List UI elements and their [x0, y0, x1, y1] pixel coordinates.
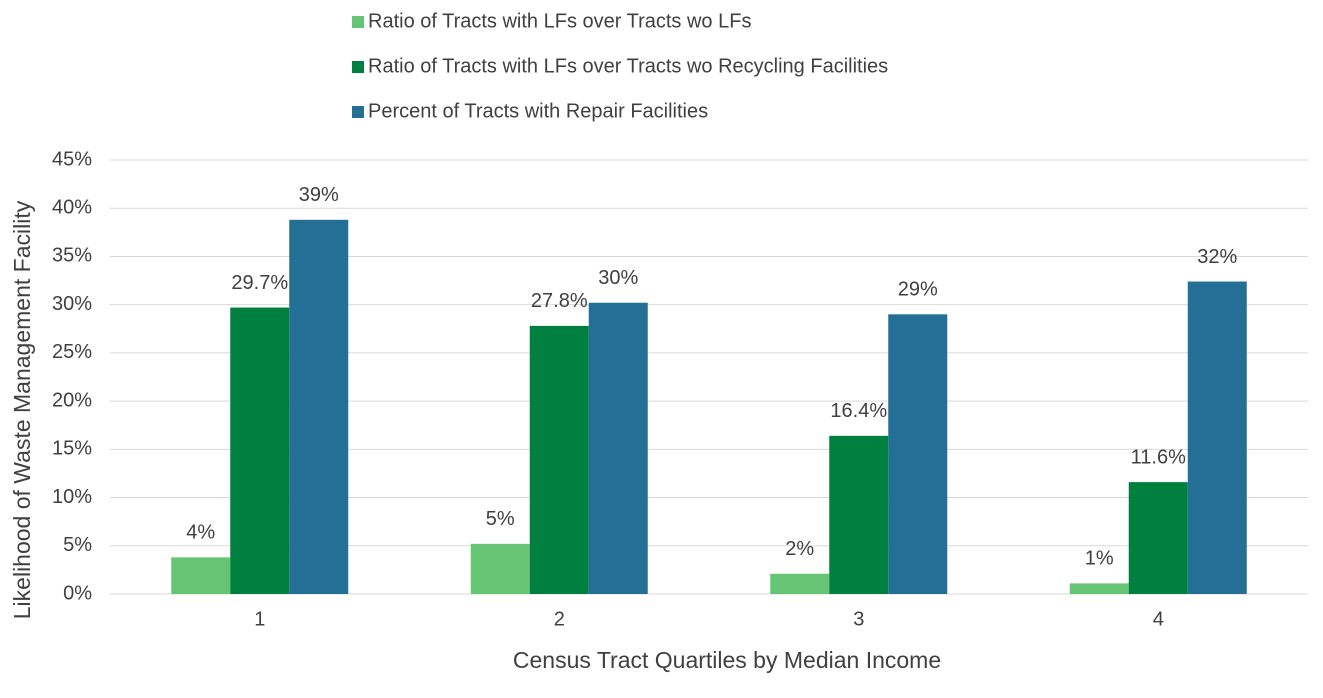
- x-tick-label: 3: [853, 608, 864, 630]
- x-axis-title: Census Tract Quartiles by Median Income: [513, 647, 941, 673]
- data-label: 39%: [299, 184, 339, 206]
- y-tick-label: 30%: [52, 293, 92, 315]
- data-label: 11.6%: [1131, 446, 1186, 468]
- data-label: 30%: [598, 267, 638, 289]
- legend-swatch: [352, 106, 364, 118]
- bar: [289, 219, 349, 594]
- data-label: 32%: [1197, 246, 1237, 268]
- y-tick-label: 0%: [63, 582, 92, 604]
- data-label: 1%: [1085, 548, 1114, 570]
- legend-swatch: [352, 61, 364, 73]
- bar: [529, 325, 589, 594]
- x-tick-label: 4: [1153, 608, 1164, 630]
- legend-label: Percent of Tracts with Repair Facilities: [368, 100, 708, 122]
- bar: [230, 307, 290, 594]
- bar: [829, 435, 889, 594]
- legend-swatch: [352, 16, 364, 28]
- data-label: 27.8%: [531, 290, 588, 312]
- bar: [1069, 583, 1129, 594]
- bar: [1128, 482, 1188, 594]
- legend-label: Ratio of Tracts with LFs over Tracts wo …: [368, 55, 888, 77]
- bar: [888, 314, 948, 594]
- data-label: 5%: [486, 508, 515, 530]
- bar: [588, 302, 648, 594]
- y-tick-label: 40%: [52, 197, 92, 219]
- x-tick-label: 1: [254, 608, 265, 630]
- y-tick-label: 20%: [52, 389, 92, 411]
- data-label: 4%: [186, 522, 215, 544]
- data-label: 29%: [898, 279, 938, 301]
- x-tick-label: 2: [554, 608, 565, 630]
- bar: [1187, 281, 1247, 594]
- data-label: 29.7%: [231, 272, 288, 294]
- y-tick-label: 45%: [52, 148, 92, 170]
- y-tick-label: 5%: [63, 534, 92, 556]
- y-tick-label: 35%: [52, 245, 92, 267]
- bar: [470, 543, 530, 594]
- bar: [770, 573, 830, 594]
- bar: [171, 557, 231, 594]
- y-axis-title: Likelihood of Waste Management Facility: [9, 200, 35, 619]
- legend-label: Ratio of Tracts with LFs over Tracts wo …: [368, 10, 751, 32]
- y-tick-label: 25%: [52, 341, 92, 363]
- data-label: 2%: [785, 538, 814, 560]
- y-tick-label: 10%: [52, 486, 92, 508]
- data-label: 16.4%: [830, 400, 887, 422]
- y-tick-label: 15%: [52, 438, 92, 460]
